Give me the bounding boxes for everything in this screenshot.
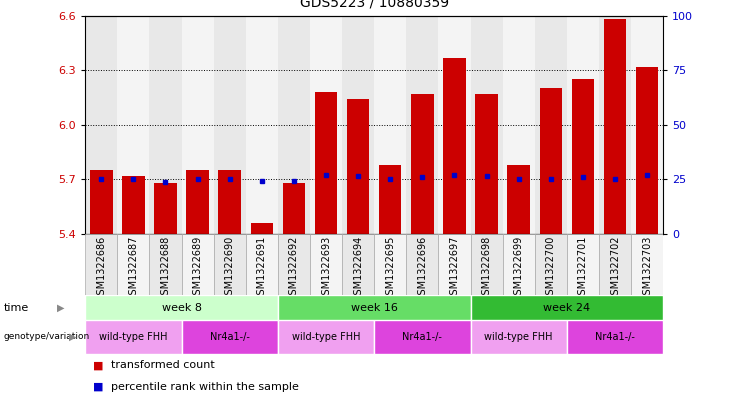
Text: GSM1322693: GSM1322693 [321, 236, 331, 301]
Bar [150, 234, 182, 295]
Bar [535, 16, 567, 234]
Text: ▶: ▶ [57, 303, 64, 312]
Bar [85, 320, 182, 354]
Bar [342, 16, 374, 234]
Bar [471, 16, 502, 234]
Bar [502, 234, 535, 295]
Bar [374, 320, 471, 354]
Text: time: time [4, 303, 29, 312]
Text: GSM1322700: GSM1322700 [546, 236, 556, 301]
Bar [250, 223, 273, 234]
Text: GSM1322691: GSM1322691 [257, 236, 267, 301]
Bar [213, 234, 246, 295]
Bar [117, 16, 150, 234]
Bar [539, 88, 562, 234]
Text: GSM1322690: GSM1322690 [225, 236, 235, 301]
Bar [471, 234, 502, 295]
Bar [278, 320, 374, 354]
Text: GSM1322696: GSM1322696 [417, 236, 428, 301]
Bar [379, 165, 402, 234]
Text: wild-type FHH: wild-type FHH [292, 332, 360, 342]
Bar [278, 234, 310, 295]
Text: transformed count: transformed count [111, 360, 215, 371]
Bar [182, 234, 213, 295]
Text: Nr4a1-/-: Nr4a1-/- [402, 332, 442, 342]
Bar [599, 16, 631, 234]
Bar [599, 234, 631, 295]
Bar [278, 295, 471, 320]
Bar [535, 234, 567, 295]
Bar [406, 16, 439, 234]
Bar [476, 94, 498, 234]
Bar [636, 66, 658, 234]
Bar [117, 234, 150, 295]
Bar [631, 234, 663, 295]
Text: week 24: week 24 [543, 303, 591, 312]
Text: GDS5223 / 10880359: GDS5223 / 10880359 [299, 0, 449, 10]
Bar [182, 320, 278, 354]
Bar [122, 176, 144, 234]
Text: GSM1322703: GSM1322703 [642, 236, 652, 301]
Bar [213, 16, 246, 234]
Text: ▶: ▶ [69, 332, 76, 342]
Text: genotype/variation: genotype/variation [4, 332, 90, 342]
Bar [406, 234, 439, 295]
Text: GSM1322689: GSM1322689 [193, 236, 202, 301]
Bar [374, 16, 406, 234]
Bar [567, 234, 599, 295]
Bar [150, 16, 182, 234]
Text: GSM1322695: GSM1322695 [385, 236, 395, 301]
Text: GSM1322686: GSM1322686 [96, 236, 106, 301]
Bar [246, 16, 278, 234]
Text: GSM1322692: GSM1322692 [289, 236, 299, 301]
Text: GSM1322701: GSM1322701 [578, 236, 588, 301]
Bar [604, 19, 626, 234]
Text: GSM1322694: GSM1322694 [353, 236, 363, 301]
Bar [182, 16, 213, 234]
Bar [342, 234, 374, 295]
Text: GSM1322688: GSM1322688 [161, 236, 170, 301]
Bar [278, 16, 310, 234]
Bar [567, 16, 599, 234]
Bar [283, 183, 305, 234]
Bar [187, 170, 209, 234]
Bar [567, 320, 663, 354]
Bar [246, 234, 278, 295]
Bar [439, 16, 471, 234]
Text: GSM1322699: GSM1322699 [514, 236, 524, 301]
Bar [502, 16, 535, 234]
Text: ■: ■ [93, 382, 103, 392]
Text: Nr4a1-/-: Nr4a1-/- [595, 332, 635, 342]
Bar [572, 79, 594, 234]
Bar [154, 183, 177, 234]
Bar [85, 16, 117, 234]
Bar [219, 170, 241, 234]
Bar [310, 16, 342, 234]
Text: GSM1322687: GSM1322687 [128, 236, 139, 301]
Text: percentile rank within the sample: percentile rank within the sample [111, 382, 299, 392]
Text: GSM1322698: GSM1322698 [482, 236, 491, 301]
Text: wild-type FHH: wild-type FHH [485, 332, 553, 342]
Text: GSM1322697: GSM1322697 [450, 236, 459, 301]
Bar [85, 295, 278, 320]
Bar [347, 99, 369, 234]
Bar [315, 92, 337, 234]
Text: week 16: week 16 [350, 303, 398, 312]
Bar [85, 234, 117, 295]
Bar [443, 57, 465, 234]
Text: ■: ■ [93, 360, 103, 371]
Text: week 8: week 8 [162, 303, 202, 312]
Text: GSM1322702: GSM1322702 [610, 236, 620, 301]
Bar [631, 16, 663, 234]
Bar [90, 170, 113, 234]
Text: Nr4a1-/-: Nr4a1-/- [210, 332, 250, 342]
Bar [471, 320, 567, 354]
Bar [439, 234, 471, 295]
Bar [374, 234, 406, 295]
Bar [471, 295, 663, 320]
Bar [310, 234, 342, 295]
Text: wild-type FHH: wild-type FHH [99, 332, 167, 342]
Bar [508, 165, 530, 234]
Bar [411, 94, 433, 234]
